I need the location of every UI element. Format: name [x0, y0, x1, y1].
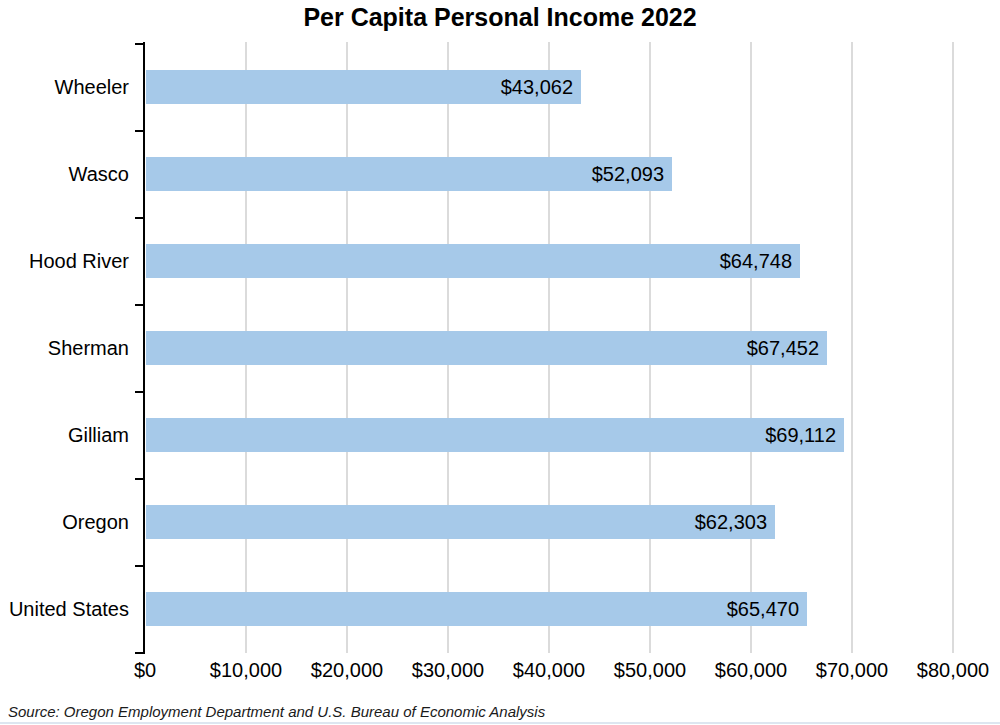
bar: $69,112 — [146, 418, 844, 452]
y-axis-tick — [135, 217, 144, 219]
value-label: $43,062 — [501, 76, 581, 99]
x-axis-tick-label: $80,000 — [893, 659, 1000, 682]
y-axis-line — [143, 42, 145, 654]
value-label: $65,470 — [727, 598, 807, 621]
bar: $52,093 — [146, 157, 672, 191]
bar: $67,452 — [146, 331, 827, 365]
y-axis-tick — [135, 652, 144, 654]
source-note: Source: Oregon Employment Department and… — [8, 703, 545, 720]
y-axis-tick — [135, 565, 144, 567]
y-axis-tick — [135, 43, 144, 45]
value-label: $52,093 — [592, 163, 672, 186]
chart-page: Per Capita Personal Income 2022 Wheeler$… — [0, 0, 1000, 725]
plot-area: Wheeler $43,062 Wasco $52,093 Hood River $64,… — [0, 0, 1000, 725]
bar: $64,748 — [146, 244, 800, 278]
category-label: Oregon — [0, 479, 129, 566]
value-label: $64,748 — [720, 250, 800, 273]
footer-divider-line — [0, 722, 1000, 724]
category-label: United States — [0, 566, 129, 653]
value-label: $69,112 — [765, 424, 844, 447]
y-axis-tick — [135, 304, 144, 306]
category-label: Gilliam — [0, 392, 129, 479]
category-label: Sherman — [0, 305, 129, 392]
bar: $65,470 — [146, 592, 807, 626]
bar: $62,303 — [146, 505, 775, 539]
gridline — [952, 42, 954, 653]
category-label: Wheeler — [0, 44, 129, 131]
y-axis-tick — [135, 130, 144, 132]
category-label: Wasco — [0, 131, 129, 218]
y-axis-tick — [135, 478, 144, 480]
category-label: Hood River — [0, 218, 129, 305]
value-label: $67,452 — [747, 337, 827, 360]
value-label: $62,303 — [695, 511, 775, 534]
bar: $43,062 — [146, 70, 581, 104]
gridline — [851, 42, 853, 653]
y-axis-tick — [135, 391, 144, 393]
